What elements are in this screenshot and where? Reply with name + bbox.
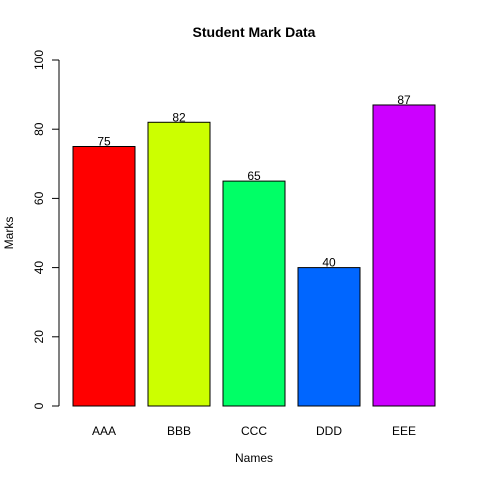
x-tick-label-aaa: AAA xyxy=(92,424,116,438)
x-tick-labels-group: AAA BBB CCC DDD EEE xyxy=(92,424,416,438)
bar-eee xyxy=(372,104,436,407)
data-label-ccc: 65 xyxy=(247,169,261,183)
y-tick-label: 80 xyxy=(32,122,46,136)
x-tick-label-ddd: DDD xyxy=(316,424,342,438)
y-tick-label: 0 xyxy=(32,402,46,409)
y-tick-label: 100 xyxy=(32,50,46,70)
data-label-bbb: 82 xyxy=(172,110,186,124)
x-tick-label-eee: EEE xyxy=(392,424,416,438)
y-axis-label: Marks xyxy=(2,217,16,250)
data-labels-group: 75 82 65 40 87 xyxy=(97,93,411,270)
bars-group xyxy=(72,104,436,407)
y-tick-label: 40 xyxy=(32,261,46,275)
y-tick-label: 60 xyxy=(32,191,46,205)
bar-aaa xyxy=(72,146,136,407)
y-axis: 0 20 40 60 80 100 xyxy=(32,50,60,409)
data-label-aaa: 75 xyxy=(97,135,111,149)
x-tick-label-bbb: BBB xyxy=(167,424,191,438)
bar-bbb xyxy=(147,121,211,407)
chart-title: Student Mark Data xyxy=(193,24,316,40)
data-label-ddd: 40 xyxy=(322,256,336,270)
bar-ddd xyxy=(297,267,361,407)
x-tick-label-ccc: CCC xyxy=(241,424,267,438)
bar-ccc xyxy=(222,180,286,407)
x-axis-label: Names xyxy=(235,451,273,465)
y-tick-label: 20 xyxy=(32,330,46,344)
data-label-eee: 87 xyxy=(397,93,411,107)
